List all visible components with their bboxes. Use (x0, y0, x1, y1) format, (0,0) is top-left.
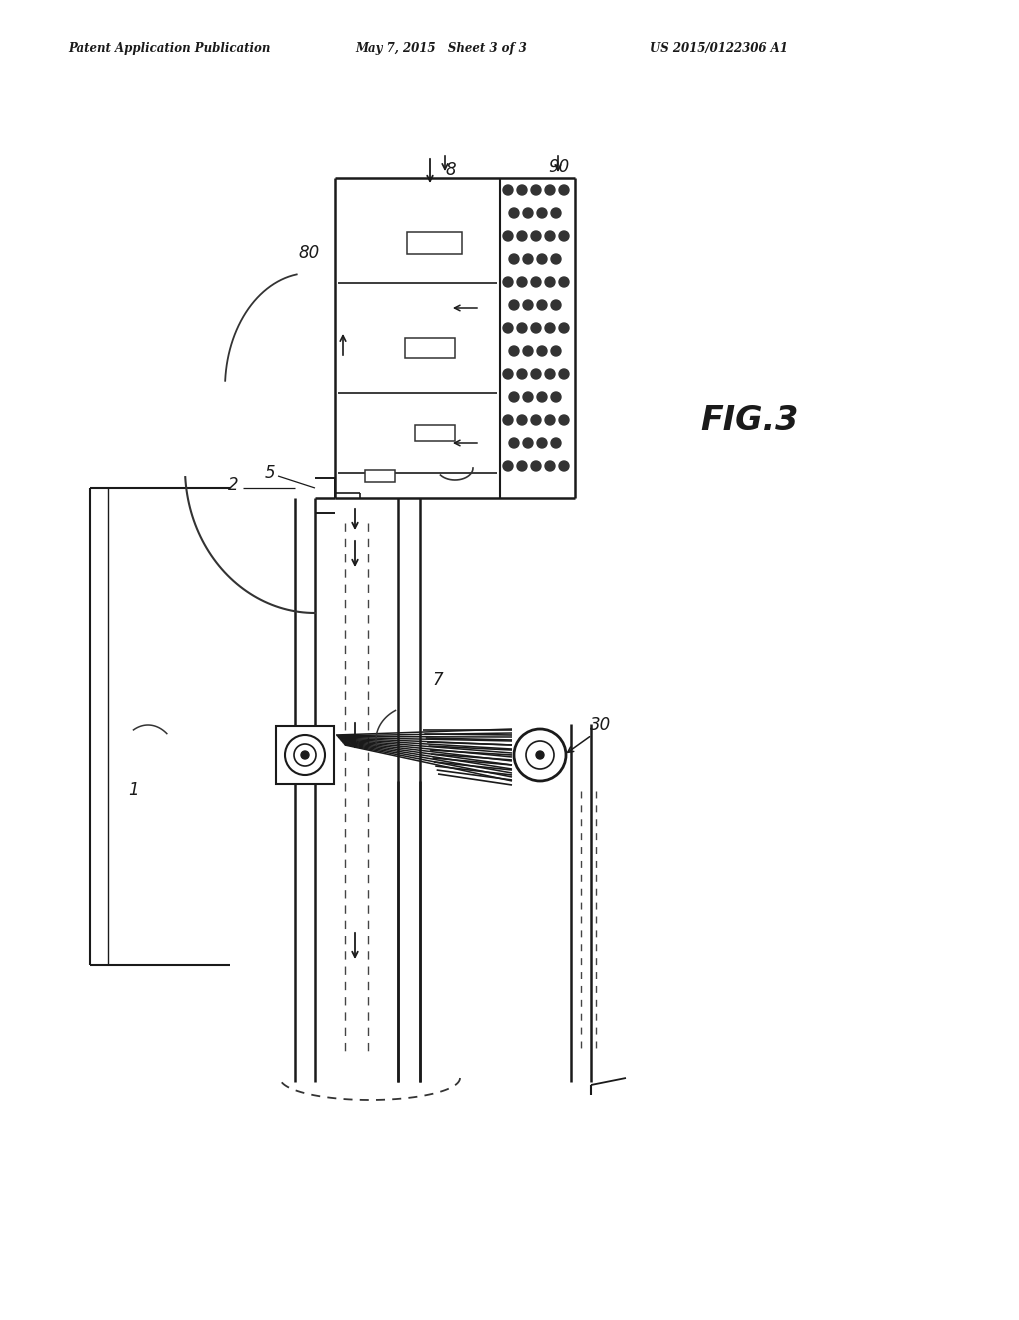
Circle shape (536, 300, 546, 310)
Circle shape (502, 231, 513, 242)
Circle shape (517, 461, 527, 471)
Circle shape (544, 185, 554, 195)
Circle shape (544, 461, 554, 471)
Circle shape (536, 346, 546, 356)
Circle shape (531, 277, 540, 286)
Circle shape (523, 392, 533, 403)
Text: 8: 8 (444, 161, 455, 180)
Circle shape (535, 751, 543, 759)
Circle shape (531, 323, 540, 333)
Circle shape (517, 277, 527, 286)
Text: 5: 5 (265, 465, 275, 482)
Circle shape (508, 392, 519, 403)
Text: 7: 7 (432, 671, 442, 689)
Circle shape (517, 185, 527, 195)
Circle shape (508, 300, 519, 310)
Circle shape (502, 277, 513, 286)
Circle shape (558, 277, 569, 286)
Circle shape (502, 414, 513, 425)
Circle shape (517, 414, 527, 425)
Text: 90: 90 (547, 158, 569, 176)
Circle shape (558, 185, 569, 195)
Text: 80: 80 (298, 244, 319, 261)
Circle shape (550, 209, 560, 218)
Circle shape (550, 438, 560, 447)
Circle shape (523, 253, 533, 264)
Circle shape (544, 370, 554, 379)
Circle shape (517, 323, 527, 333)
Circle shape (550, 392, 560, 403)
Bar (365, 470, 394, 482)
Circle shape (536, 209, 546, 218)
Circle shape (517, 370, 527, 379)
Circle shape (508, 209, 519, 218)
Circle shape (558, 231, 569, 242)
Text: 1: 1 (127, 781, 139, 799)
Circle shape (523, 300, 533, 310)
Circle shape (558, 370, 569, 379)
Circle shape (502, 461, 513, 471)
Text: FIG.3: FIG.3 (699, 404, 798, 437)
Circle shape (544, 231, 554, 242)
Text: Patent Application Publication: Patent Application Publication (68, 42, 270, 55)
Circle shape (531, 414, 540, 425)
Circle shape (558, 461, 569, 471)
Circle shape (517, 231, 527, 242)
Text: May 7, 2015   Sheet 3 of 3: May 7, 2015 Sheet 3 of 3 (355, 42, 526, 55)
Bar (408, 232, 462, 253)
Circle shape (531, 231, 540, 242)
Circle shape (502, 370, 513, 379)
Circle shape (502, 323, 513, 333)
Circle shape (531, 185, 540, 195)
Circle shape (536, 253, 546, 264)
Circle shape (523, 346, 533, 356)
Circle shape (531, 461, 540, 471)
Circle shape (550, 253, 560, 264)
Bar (405, 338, 454, 358)
Circle shape (502, 185, 513, 195)
Circle shape (301, 751, 309, 759)
Text: 30: 30 (589, 715, 610, 734)
Circle shape (558, 323, 569, 333)
Circle shape (508, 438, 519, 447)
Circle shape (544, 323, 554, 333)
Circle shape (544, 277, 554, 286)
Circle shape (544, 414, 554, 425)
Circle shape (508, 253, 519, 264)
Circle shape (508, 346, 519, 356)
Circle shape (536, 392, 546, 403)
Circle shape (523, 438, 533, 447)
Text: 2: 2 (228, 477, 238, 494)
Circle shape (531, 370, 540, 379)
Text: US 2015/0122306 A1: US 2015/0122306 A1 (649, 42, 787, 55)
Circle shape (550, 346, 560, 356)
Circle shape (536, 438, 546, 447)
Bar (415, 425, 454, 441)
Circle shape (550, 300, 560, 310)
Circle shape (523, 209, 533, 218)
Bar (276, 726, 333, 784)
Circle shape (558, 414, 569, 425)
